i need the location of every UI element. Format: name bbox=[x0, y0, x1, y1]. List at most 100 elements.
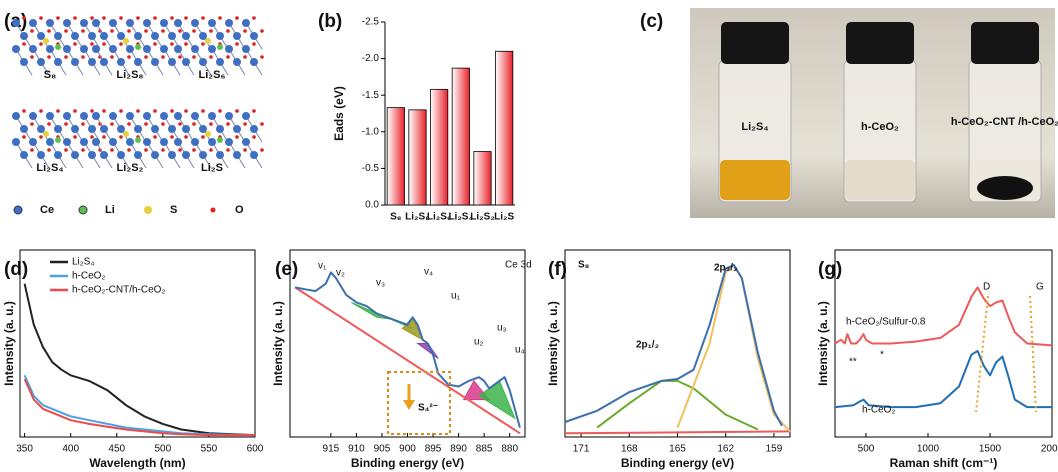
atom-o bbox=[56, 109, 60, 113]
atom-o bbox=[144, 122, 148, 126]
atom-o bbox=[81, 122, 85, 126]
atom-o bbox=[201, 109, 205, 113]
x-tick-label: 450 bbox=[108, 444, 125, 455]
x-tick-label: 500 bbox=[154, 444, 171, 455]
atom-o bbox=[30, 122, 34, 126]
atom-ce bbox=[37, 58, 45, 66]
atom-o bbox=[30, 29, 34, 33]
structure-label: Li₂S₂ bbox=[117, 162, 144, 174]
y-axis-title: Intensity (a. u.) bbox=[2, 301, 16, 386]
atom-ce bbox=[242, 19, 250, 27]
atom-ce bbox=[46, 19, 54, 27]
atom-ce bbox=[109, 112, 117, 120]
atom-li bbox=[217, 44, 223, 50]
atom-ce bbox=[174, 112, 182, 120]
atom-ce bbox=[182, 125, 190, 133]
x-tick-label: 1500 bbox=[979, 444, 1002, 455]
atom-ce bbox=[63, 19, 71, 27]
atom-ce bbox=[29, 45, 37, 53]
atom-ce bbox=[182, 151, 190, 159]
vial-cap bbox=[721, 22, 789, 64]
x-tick-label: 1000 bbox=[917, 444, 940, 455]
atom-o bbox=[170, 109, 174, 113]
atom-ce bbox=[54, 151, 62, 159]
annotation: S₄²⁻ bbox=[418, 403, 438, 414]
atom-o bbox=[178, 29, 182, 33]
bar bbox=[408, 109, 427, 206]
highlight-box bbox=[387, 371, 451, 435]
annotation: v₁ bbox=[318, 261, 327, 272]
atom-ce bbox=[174, 45, 182, 53]
x-tick-label: 2000 bbox=[1041, 444, 1058, 455]
atom-o bbox=[209, 122, 213, 126]
bar bbox=[386, 107, 405, 206]
atom-o bbox=[252, 42, 256, 46]
atom-ce bbox=[151, 58, 159, 66]
atom-ce bbox=[208, 112, 216, 120]
atom-o bbox=[90, 16, 94, 20]
atom-ce bbox=[37, 32, 45, 40]
atom-o bbox=[110, 55, 114, 59]
vial-label: h-CeO₂ bbox=[861, 121, 899, 133]
panel-label: (c) bbox=[640, 11, 663, 32]
data-line bbox=[23, 374, 256, 437]
atom-s bbox=[205, 38, 211, 44]
atom-ce bbox=[160, 45, 168, 53]
atom-o bbox=[39, 109, 43, 113]
atom-o bbox=[73, 42, 77, 46]
atom-o bbox=[153, 109, 157, 113]
atom-o bbox=[64, 29, 68, 33]
atom-ce bbox=[174, 138, 182, 146]
legend-label: h-CeO₂-CNT/h-CeO₂ bbox=[72, 285, 165, 296]
atom-o bbox=[119, 109, 123, 113]
atom-ce bbox=[134, 32, 142, 40]
atom-o bbox=[39, 42, 43, 46]
annotation: u₄ bbox=[515, 345, 525, 356]
x-tick-label: Li₂S bbox=[494, 212, 514, 223]
atom-ce bbox=[160, 112, 168, 120]
atom-o bbox=[161, 148, 165, 152]
component-peak bbox=[401, 316, 424, 341]
atom-o bbox=[243, 148, 247, 152]
x-tick-label: 350 bbox=[16, 444, 33, 455]
atom-ce bbox=[225, 112, 233, 120]
atom-ce bbox=[88, 58, 96, 66]
atom-ce bbox=[46, 138, 54, 146]
atom-o bbox=[161, 122, 165, 126]
annotation: S₈ bbox=[578, 260, 590, 271]
atom-o bbox=[252, 135, 256, 139]
atom-o bbox=[170, 135, 174, 139]
atom-o bbox=[144, 29, 148, 33]
atom-ce bbox=[100, 58, 108, 66]
atom-s bbox=[123, 38, 129, 44]
atom-o bbox=[81, 55, 85, 59]
atom-s bbox=[43, 131, 49, 137]
x-axis-title: Binding energy (eV) bbox=[351, 456, 464, 470]
legend-label: O bbox=[235, 204, 244, 216]
atom-o bbox=[252, 109, 256, 113]
atom-o bbox=[161, 55, 165, 59]
atom-o bbox=[110, 29, 114, 33]
y-tick-label: -1.0 bbox=[362, 126, 380, 137]
data-line bbox=[23, 283, 256, 437]
atom-o bbox=[153, 42, 157, 46]
atom-ce bbox=[199, 58, 207, 66]
atom-ce bbox=[182, 58, 190, 66]
atom-o bbox=[218, 16, 222, 20]
atom-ce bbox=[71, 125, 79, 133]
annotation: 2p₁/₂ bbox=[636, 340, 659, 351]
data-line bbox=[23, 378, 255, 437]
legend-label: Li₂S₄ bbox=[72, 257, 94, 268]
atom-ce bbox=[199, 151, 207, 159]
atom-ce bbox=[29, 138, 37, 146]
atom-ce bbox=[216, 32, 224, 40]
annotation: h-CeO₂ bbox=[862, 405, 895, 416]
x-tick-label: 600 bbox=[247, 444, 264, 455]
annotation: v₄ bbox=[424, 267, 433, 278]
atom-o bbox=[81, 148, 85, 152]
legend-label: S bbox=[170, 204, 177, 216]
atom-ce bbox=[92, 45, 100, 53]
atom-li bbox=[55, 137, 61, 143]
data-line bbox=[834, 350, 1052, 409]
atom-ce bbox=[216, 58, 224, 66]
